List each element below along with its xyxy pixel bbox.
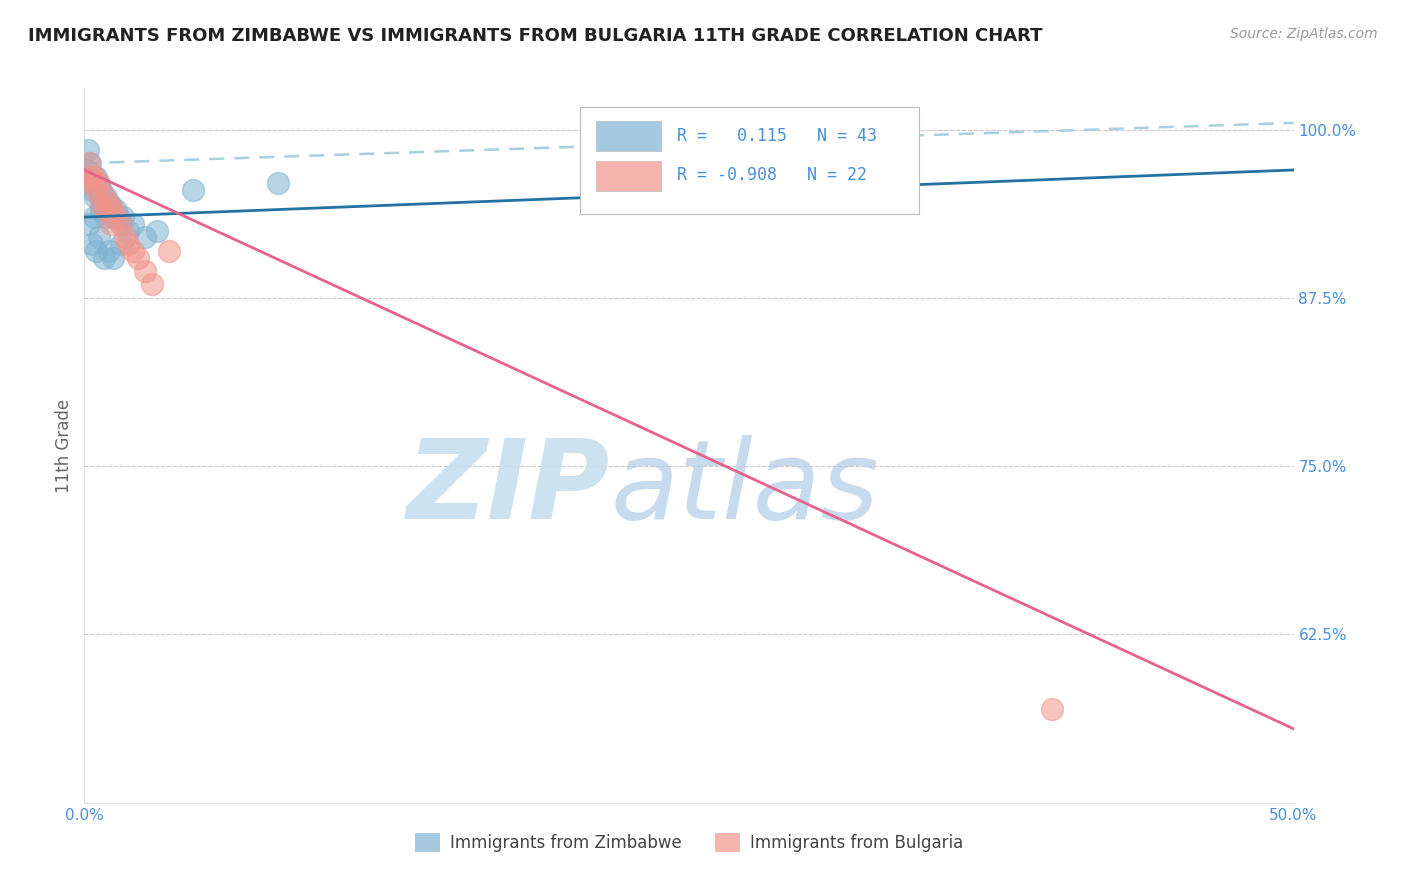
Point <box>87 183 110 197</box>
Point <box>94 203 117 218</box>
Point <box>77 169 100 184</box>
FancyBboxPatch shape <box>581 107 918 214</box>
Point <box>117 237 139 252</box>
FancyBboxPatch shape <box>596 121 661 152</box>
Point <box>90 196 112 211</box>
Point <box>103 203 125 218</box>
Point <box>97 244 120 258</box>
Point <box>86 244 108 258</box>
Text: IMMIGRANTS FROM ZIMBABWE VS IMMIGRANTS FROM BULGARIA 11TH GRADE CORRELATION CHAR: IMMIGRANTS FROM ZIMBABWE VS IMMIGRANTS F… <box>28 27 1043 45</box>
Point <box>86 183 108 197</box>
Point <box>77 156 100 170</box>
Point <box>94 210 117 224</box>
Point <box>83 210 105 224</box>
Text: ZIP: ZIP <box>406 435 610 542</box>
Legend: Immigrants from Zimbabwe, Immigrants from Bulgaria: Immigrants from Zimbabwe, Immigrants fro… <box>408 827 970 859</box>
Point <box>141 277 163 292</box>
Point <box>267 177 290 191</box>
Point <box>80 177 103 191</box>
Point <box>110 217 132 231</box>
Point <box>121 217 143 231</box>
Point <box>134 264 156 278</box>
Point <box>103 210 125 224</box>
Point <box>83 169 105 184</box>
Point <box>90 183 112 197</box>
Point <box>121 244 143 258</box>
Point <box>86 169 108 184</box>
Point <box>104 203 127 218</box>
Text: R = -0.908   N = 22: R = -0.908 N = 22 <box>676 166 868 184</box>
Point <box>86 177 108 191</box>
Point <box>90 203 112 218</box>
Point <box>103 251 125 265</box>
Point <box>157 244 180 258</box>
Point <box>96 203 118 218</box>
Point <box>100 203 122 218</box>
Point <box>97 196 120 211</box>
Point <box>98 196 121 211</box>
Point <box>104 210 127 224</box>
Point <box>76 163 98 178</box>
Point <box>107 210 129 224</box>
Point <box>89 190 111 204</box>
Point <box>80 237 103 252</box>
Point <box>97 196 120 211</box>
Point <box>80 169 103 184</box>
Point <box>79 156 101 170</box>
Point <box>127 251 149 265</box>
Point <box>93 190 115 204</box>
Point <box>94 190 117 204</box>
Text: Source: ZipAtlas.com: Source: ZipAtlas.com <box>1230 27 1378 41</box>
Point <box>77 217 100 231</box>
Text: atlas: atlas <box>610 435 879 542</box>
Point <box>181 183 204 197</box>
Point <box>87 177 110 191</box>
Text: R =   0.115   N = 43: R = 0.115 N = 43 <box>676 127 877 145</box>
Point <box>110 217 132 231</box>
Point <box>114 230 136 244</box>
Point <box>93 190 115 204</box>
Point <box>117 223 139 237</box>
Point <box>94 196 117 211</box>
Point <box>100 217 122 231</box>
Point <box>83 169 105 184</box>
Point <box>91 196 114 211</box>
Point <box>82 177 104 191</box>
Point <box>84 190 107 204</box>
Point <box>87 230 110 244</box>
Point <box>77 143 100 157</box>
Point <box>112 210 135 224</box>
Point <box>82 183 104 197</box>
Point <box>1040 701 1063 715</box>
Point <box>93 251 115 265</box>
Point <box>134 230 156 244</box>
FancyBboxPatch shape <box>596 161 661 191</box>
Point <box>110 237 132 252</box>
Y-axis label: 11th Grade: 11th Grade <box>55 399 73 493</box>
Point <box>146 223 169 237</box>
